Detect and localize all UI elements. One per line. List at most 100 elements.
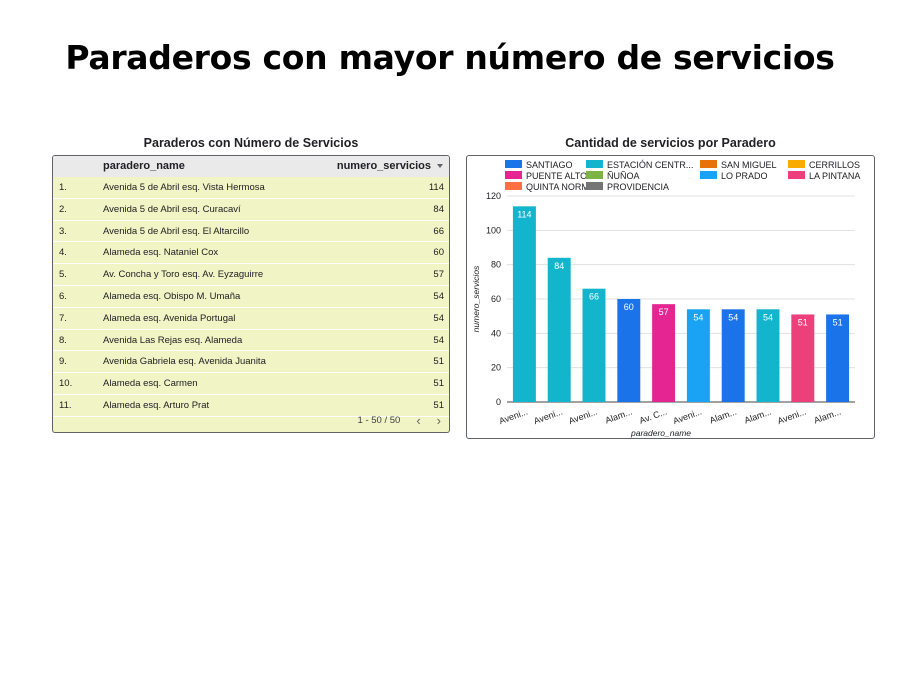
x-axis-title: paradero_name [630, 428, 691, 438]
row-numero-servicios: 60 [433, 247, 444, 259]
row-numero-servicios: 66 [433, 225, 444, 237]
bar[interactable] [617, 299, 641, 402]
legend-item[interactable]: SAN MIGUEL [700, 160, 777, 170]
bar-group[interactable]: 51 Alam... [813, 314, 850, 425]
row-index: 11. [59, 399, 72, 411]
bar-value-label: 114 [517, 209, 531, 219]
legend-item[interactable]: LA PINTANA [788, 171, 860, 181]
legend-swatch [700, 160, 717, 168]
chevron-left-icon[interactable]: ‹ [416, 413, 421, 428]
table-body: 1. Avenida 5 de Abril esq. Vista Hermosa 1… [53, 177, 449, 417]
bar-group[interactable]: 51 Aveni... [776, 314, 815, 426]
y-tick-label: 60 [491, 294, 501, 304]
bar-group[interactable]: 60 Alam... [604, 299, 641, 425]
row-paradero-name: Av. Concha y Toro esq. Av. Eyzaguirre [103, 269, 264, 281]
legend-item[interactable]: CERRILLOS [788, 160, 860, 170]
legend-label: PROVIDENCIA [607, 182, 669, 192]
chart-legend: SANTIAGO ESTACIÓN CENTR... SAN MIGUEL CERRI… [505, 160, 860, 192]
column-header-numero-servicios[interactable]: numero_servicios [336, 160, 431, 172]
legend-item[interactable]: SANTIAGO [505, 160, 573, 170]
bar[interactable] [547, 257, 571, 402]
bar[interactable] [826, 314, 850, 402]
legend-label: ÑUÑOA [607, 171, 640, 181]
bar-value-label: 54 [763, 312, 773, 322]
legend-label: SAN MIGUEL [721, 160, 777, 170]
x-tick-label: Aveni... [672, 406, 703, 426]
bar[interactable] [582, 288, 606, 402]
bar-group[interactable]: 57 Av. C... [638, 304, 676, 426]
legend-swatch [586, 182, 603, 190]
legend-item[interactable]: PUENTE ALTO [505, 171, 587, 181]
bar[interactable] [791, 314, 815, 402]
legend-swatch [586, 160, 603, 168]
bar-value-label: 51 [798, 317, 808, 327]
row-numero-servicios: 54 [433, 334, 444, 346]
row-index: 8. [59, 334, 67, 346]
bar-value-label: 51 [833, 317, 843, 327]
bar-group[interactable]: 54 Aveni... [672, 309, 710, 426]
legend-item[interactable]: ESTACIÓN CENTR... [586, 160, 693, 170]
bar-group[interactable]: 84 Aveni... [532, 257, 571, 426]
row-paradero-name: Alameda esq. Obispo M. Umaña [103, 290, 241, 302]
y-tick-label: 20 [491, 363, 501, 373]
legend-swatch [700, 171, 717, 179]
table-row[interactable]: 9. Avenida Gabriela esq. Avenida Juanita 5… [53, 351, 449, 374]
x-tick-label: Alam... [604, 406, 634, 425]
row-numero-servicios: 51 [433, 356, 444, 368]
row-index: 3. [59, 225, 67, 237]
bar-value-label: 60 [624, 302, 634, 312]
table-row[interactable]: 4. Alameda esq. Nataniel Cox 60 [53, 242, 449, 265]
table-row[interactable]: 11. Alameda esq. Arturo Prat 51 [53, 395, 449, 417]
table-row[interactable]: 5. Av. Concha y Toro esq. Av. Eyzaguirre 5… [53, 264, 449, 286]
row-index: 6. [59, 290, 67, 302]
legend-item[interactable]: QUINTA NORMAL [505, 182, 600, 192]
row-paradero-name: Avenida 5 de Abril esq. Curacaví [103, 203, 241, 215]
bar-group[interactable]: 114 Aveni... [498, 206, 536, 426]
legend-label: SANTIAGO [526, 160, 573, 170]
row-index: 4. [59, 247, 67, 259]
legend-item[interactable]: LO PRADO [700, 171, 768, 181]
y-axis-title: numero_servicios [471, 265, 481, 332]
legend-item[interactable]: ÑUÑOA [586, 171, 640, 181]
bar[interactable] [721, 309, 745, 402]
table-row[interactable]: 3. Avenida 5 de Abril esq. El Altarcillo 6… [53, 221, 449, 243]
bar-value-label: 84 [554, 261, 564, 271]
row-paradero-name: Alameda esq. Nataniel Cox [103, 247, 219, 259]
table-row[interactable]: 6. Alameda esq. Obispo M. Umaña 54 [53, 286, 449, 308]
bar[interactable] [652, 304, 676, 402]
bar[interactable] [756, 309, 780, 402]
row-index: 9. [59, 356, 67, 368]
y-tick-label: 40 [491, 328, 501, 338]
row-numero-servicios: 84 [433, 203, 444, 215]
legend-swatch [586, 171, 603, 179]
bar-group[interactable]: 66 Aveni... [567, 288, 606, 426]
bar-series: 114 Aveni... 84 Aveni... 66 Aveni... 60 Alam...… [498, 206, 850, 426]
y-tick-label: 120 [486, 191, 501, 201]
x-tick-label: Alam... [813, 406, 843, 425]
legend-label: ESTACIÓN CENTR... [607, 160, 693, 170]
services-table: paradero_name numero_servicios 1. Avenida… [52, 155, 450, 433]
table-title: Paraderos con Número de Servicios [143, 136, 359, 150]
table-row[interactable]: 7. Alameda esq. Avenida Portugal 54 [53, 308, 449, 330]
row-numero-servicios: 54 [433, 312, 444, 324]
legend-item[interactable]: PROVIDENCIA [586, 182, 669, 192]
chevron-right-icon[interactable]: › [436, 413, 441, 428]
row-paradero-name: Alameda esq. Carmen [103, 378, 198, 390]
x-tick-label: Aveni... [498, 406, 529, 426]
table-row[interactable]: 2. Avenida 5 de Abril esq. Curacaví 84 [53, 199, 449, 221]
table-row[interactable]: 1. Avenida 5 de Abril esq. Vista Hermosa 1… [53, 177, 449, 199]
legend-swatch [505, 171, 522, 179]
page-title: Paraderos con mayor número de servicios [65, 38, 835, 77]
row-index: 10. [59, 378, 73, 390]
column-header-paradero-name[interactable]: paradero_name [103, 160, 185, 172]
row-numero-servicios: 54 [433, 290, 444, 302]
row-numero-servicios: 51 [433, 378, 444, 390]
row-paradero-name: Alameda esq. Arturo Prat [103, 399, 210, 411]
table-row[interactable]: 8. Avenida Las Rejas esq. Alameda 54 [53, 330, 449, 352]
sort-descending-icon[interactable] [437, 164, 443, 168]
bar[interactable] [512, 206, 536, 402]
table-row[interactable]: 10. Alameda esq. Carmen 51 [53, 373, 449, 395]
legend-swatch [788, 171, 805, 179]
row-numero-servicios: 57 [433, 269, 444, 281]
bar[interactable] [686, 309, 710, 402]
